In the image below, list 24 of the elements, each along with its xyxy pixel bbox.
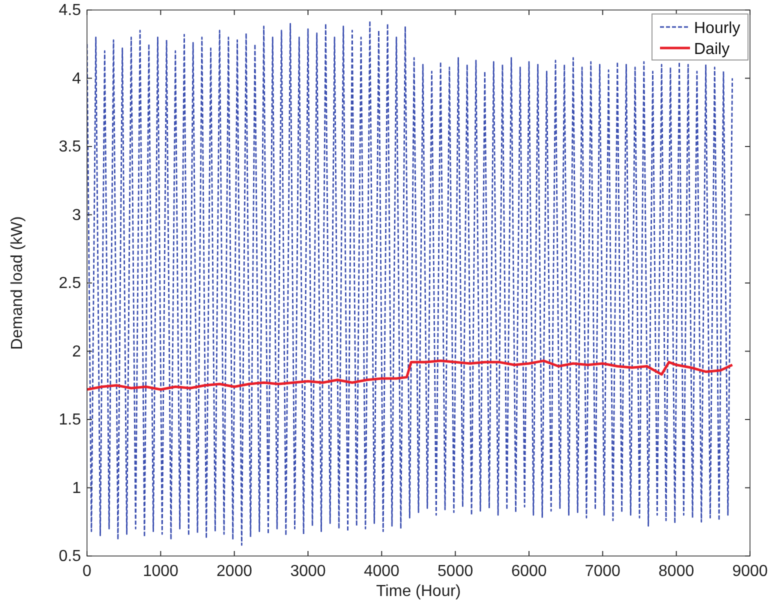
x-tick-label: 7000	[584, 563, 621, 580]
y-tick-label: 2	[72, 343, 82, 360]
x-tick-label: 8000	[658, 563, 694, 580]
x-tick-label: 4000	[364, 563, 400, 580]
y-tick-label: 2.5	[58, 275, 82, 292]
x-tick-label: 1000	[142, 563, 179, 580]
y-tick-label: 0.5	[58, 548, 82, 565]
y-axis-title: Demand load (kW)	[9, 216, 26, 350]
x-tick-label: 3000	[290, 563, 326, 580]
x-tick-label: 2000	[216, 563, 252, 580]
legend-label: Daily	[694, 41, 730, 58]
x-tick-label: 9000	[732, 563, 768, 580]
x-tick-label: 6000	[511, 563, 547, 580]
legend-label: Hourly	[694, 20, 740, 37]
y-tick-label: 4	[72, 70, 82, 88]
y-tick-label: 1.5	[58, 412, 82, 428]
y-tick-label: 3.5	[58, 138, 82, 156]
y-tick-label: 1	[72, 480, 82, 497]
x-axis-title: Time (Hour)	[376, 583, 461, 600]
line-series	[87, 360, 734, 391]
x-tick-label: 5000	[438, 563, 474, 580]
x-tick-label: 0	[82, 563, 92, 580]
y-tick-label: 3	[72, 206, 82, 224]
y-tick-label: 4.5	[58, 2, 82, 19]
